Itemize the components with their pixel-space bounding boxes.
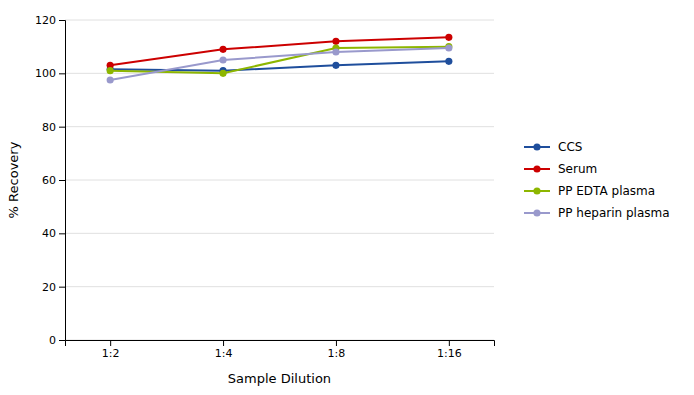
tick-mark: [59, 180, 65, 181]
marker: [445, 34, 452, 41]
legend-marker: [533, 187, 540, 194]
tick-label: 1:16: [437, 347, 462, 360]
tick-mark: [110, 340, 111, 346]
tick-mark: [336, 340, 337, 346]
grid-line: [65, 180, 494, 181]
grid-line: [65, 286, 494, 287]
tick: 0: [49, 334, 65, 347]
marks: [107, 34, 453, 84]
tick: 120: [35, 14, 65, 27]
tick: 1:2: [102, 340, 120, 360]
axis-line: [66, 341, 495, 347]
grid-line: [65, 20, 494, 21]
grid-line: [65, 126, 494, 127]
tick-mark: [449, 340, 450, 346]
tick-mark: [59, 340, 65, 341]
tick-mark: [59, 73, 65, 74]
tick-label: 1:2: [102, 347, 120, 360]
series-line: [110, 48, 449, 80]
legend-item: CCS: [524, 140, 582, 154]
tick-label: 100: [35, 67, 56, 80]
tick: 20: [42, 281, 65, 294]
y-axis: 0 20 40 60 80 100 120: [35, 14, 66, 347]
grid-line: [65, 233, 494, 234]
x-axis-title: Sample Dilution: [228, 371, 331, 386]
marker: [332, 48, 339, 55]
marker: [332, 62, 339, 69]
tick-label: 20: [42, 281, 56, 294]
tick-mark: [59, 233, 65, 234]
marker: [445, 44, 452, 51]
legend-marker: [533, 165, 540, 172]
tick-label: 60: [42, 174, 56, 187]
tick: 40: [42, 227, 65, 240]
legend-item: PP EDTA plasma: [524, 184, 655, 198]
legend: CCS Serum PP EDTA plasma PP heparin plasma: [524, 140, 670, 220]
legend-marker: [533, 143, 540, 150]
y-axis-title: % Recovery: [6, 141, 21, 218]
marker: [219, 46, 226, 53]
marker: [107, 67, 114, 74]
tick: 1:8: [328, 340, 346, 360]
marker: [107, 76, 114, 83]
legend-label: Serum: [558, 162, 597, 176]
tick-mark: [59, 127, 65, 128]
axis-line: [59, 21, 66, 341]
plot: 1:2 1:4 1:8 1:16 0 20 40 60 80 100 120: [35, 14, 495, 360]
series-line: [110, 61, 449, 70]
marker: [219, 56, 226, 63]
tick-label: 40: [42, 227, 56, 240]
x-axis: 1:2 1:4 1:8 1:16: [66, 340, 495, 360]
tick-label: 1:8: [328, 347, 346, 360]
tick-mark: [59, 287, 65, 288]
grid: [65, 20, 494, 340]
tick-label: 1:4: [215, 347, 233, 360]
chart: 1:2 1:4 1:8 1:16 0 20 40 60 80 100 120 Sample Dilut…: [0, 0, 694, 395]
legend-item: PP heparin plasma: [524, 206, 670, 220]
tick: 80: [42, 121, 65, 134]
legend-item: Serum: [524, 162, 597, 176]
tick: 60: [42, 174, 65, 187]
tick-mark: [59, 20, 65, 21]
marker: [219, 70, 226, 77]
tick-label: 80: [42, 121, 56, 134]
legend-marker: [533, 209, 540, 216]
tick-label: 0: [49, 334, 56, 347]
tick: 1:4: [215, 340, 233, 360]
tick-label: 120: [35, 14, 56, 27]
tick: 1:16: [437, 340, 462, 360]
legend-label: PP heparin plasma: [558, 206, 670, 220]
legend-label: PP EDTA plasma: [558, 184, 655, 198]
grid-line: [65, 73, 494, 74]
tick-mark: [223, 340, 224, 346]
series-markers: [107, 44, 453, 83]
tick: 100: [35, 67, 65, 80]
legend-label: CCS: [558, 140, 582, 154]
series-markers: [107, 34, 453, 69]
marker: [445, 58, 452, 65]
marker: [332, 38, 339, 45]
